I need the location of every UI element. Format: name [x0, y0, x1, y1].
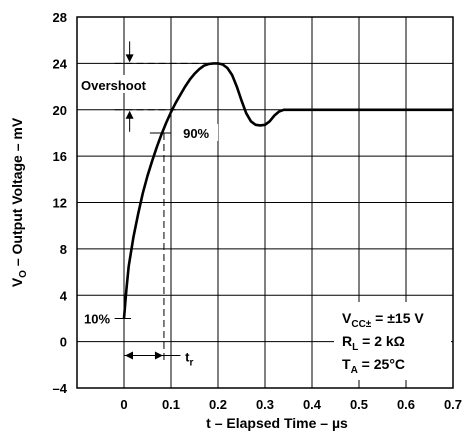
x-tick-label: 0.2 — [209, 397, 227, 412]
y-tick-label: 8 — [60, 242, 67, 257]
x-tick-label: 0.6 — [397, 397, 415, 412]
y-axis-title-rest: – Output Voltage – mV — [9, 117, 25, 270]
x-tick-label: 0.7 — [444, 397, 462, 412]
x-tick-label: 0 — [120, 397, 127, 412]
y-tick-label: 4 — [60, 288, 68, 303]
output-voltage-curve — [124, 63, 453, 318]
y-tick-label: 12 — [53, 196, 67, 211]
supply-voltage-rest: = ±15 V — [371, 310, 424, 326]
overshoot-top-arrowhead — [126, 54, 134, 62]
rise-time-sub: r — [189, 358, 193, 369]
x-tick-label: 0.5 — [350, 397, 368, 412]
test-conditions: VCC± = ±15 V RL = 2 kΩ TA = 25°C — [334, 302, 451, 380]
x-tick-label: 0.3 — [256, 397, 274, 412]
y-tick-label: 28 — [53, 10, 67, 25]
series-layer — [124, 63, 453, 318]
load-resistance-rest: = 2 kΩ — [358, 333, 405, 349]
y-tick-label: –4 — [53, 381, 68, 396]
overshoot-label: Overshoot — [81, 78, 147, 93]
y-tick-label: 20 — [53, 103, 67, 118]
supply-voltage-sub: CC± — [351, 319, 371, 330]
x-axis-title: t – Elapsed Time – µs — [206, 415, 348, 431]
y-tick-label: 0 — [60, 335, 67, 350]
x-tick-label: 0.4 — [303, 397, 322, 412]
overshoot-bottom-arrowhead — [126, 111, 134, 119]
load-resistance-base: R — [342, 333, 352, 349]
rise-time-arrowhead-right — [155, 352, 163, 360]
x-tick-label: 0.1 — [162, 397, 180, 412]
ambient-temperature-sub: A — [351, 365, 358, 376]
ambient-temperature-rest: = 25°C — [358, 356, 405, 372]
y-tick-labels: –4 0 4 8 12 16 20 24 28 — [53, 10, 68, 396]
y-tick-label: 16 — [53, 149, 67, 164]
x-tick-labels: 0 0.1 0.2 0.3 0.4 0.5 0.6 0.7 — [120, 397, 462, 412]
rise-time-arrowhead-left — [125, 352, 133, 360]
y-axis-title: VO – Output Voltage – mV — [9, 117, 29, 287]
ninety-percent-label: 90% — [183, 126, 209, 141]
ten-percent-label: 10% — [84, 311, 110, 326]
annotations: Overshoot 90% 10% tr — [78, 75, 218, 369]
y-tick-label: 24 — [53, 56, 68, 71]
